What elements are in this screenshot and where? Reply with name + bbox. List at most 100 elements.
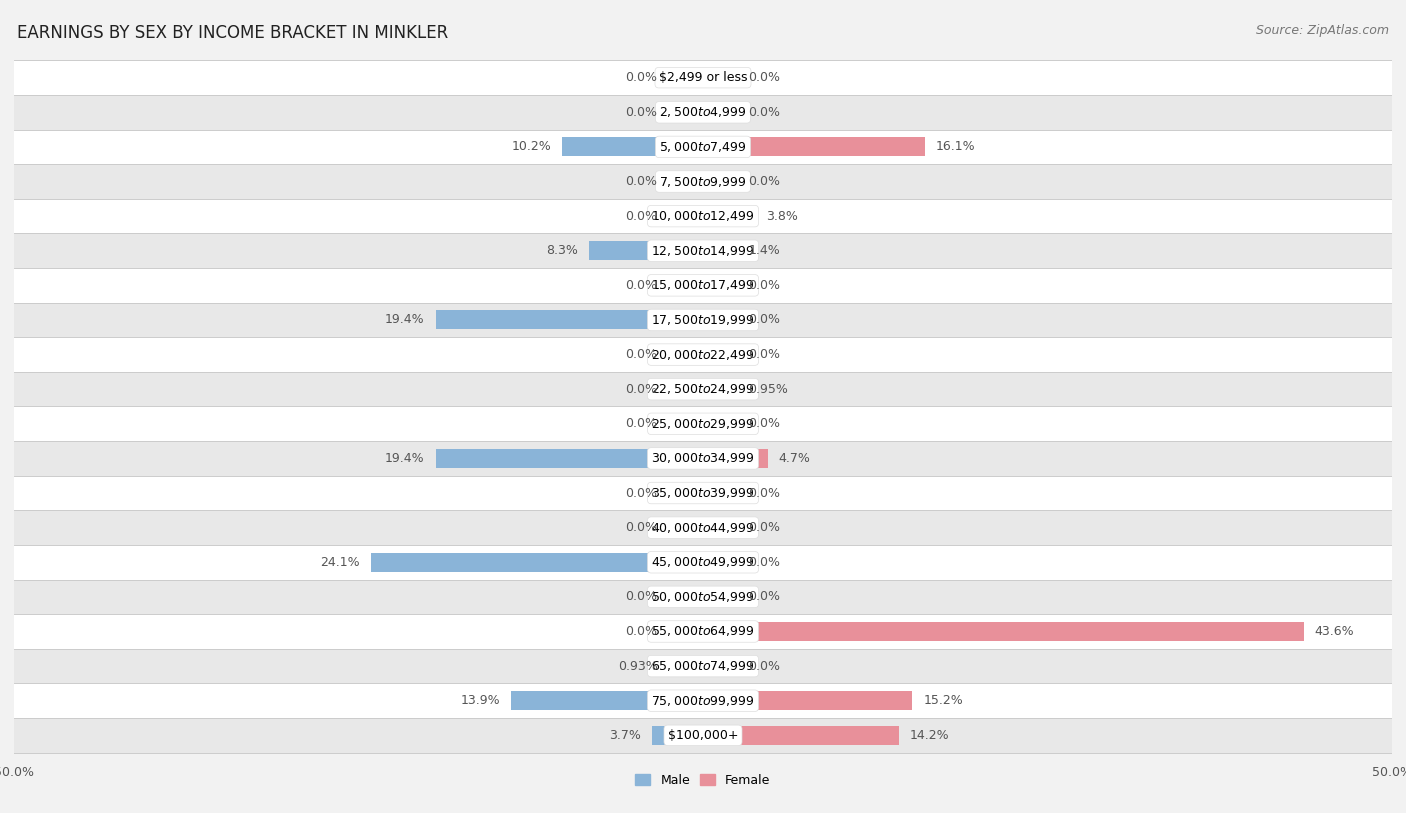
Text: $30,000 to $34,999: $30,000 to $34,999 bbox=[651, 451, 755, 465]
Text: $10,000 to $12,499: $10,000 to $12,499 bbox=[651, 209, 755, 223]
Text: $45,000 to $49,999: $45,000 to $49,999 bbox=[651, 555, 755, 569]
Text: 0.0%: 0.0% bbox=[748, 659, 780, 672]
Text: 0.0%: 0.0% bbox=[626, 210, 658, 223]
Text: Source: ZipAtlas.com: Source: ZipAtlas.com bbox=[1256, 24, 1389, 37]
Text: 19.4%: 19.4% bbox=[385, 314, 425, 327]
Bar bbox=[703, 726, 898, 745]
Text: 0.95%: 0.95% bbox=[748, 383, 789, 396]
Bar bbox=[14, 60, 1392, 95]
Bar bbox=[14, 718, 1392, 753]
Text: EARNINGS BY SEX BY INCOME BRACKET IN MINKLER: EARNINGS BY SEX BY INCOME BRACKET IN MIN… bbox=[17, 24, 449, 42]
Bar bbox=[669, 276, 703, 295]
Bar bbox=[14, 129, 1392, 164]
Text: 0.0%: 0.0% bbox=[748, 521, 780, 534]
Bar bbox=[703, 622, 1303, 641]
Text: $65,000 to $74,999: $65,000 to $74,999 bbox=[651, 659, 755, 673]
Text: 0.0%: 0.0% bbox=[626, 625, 658, 638]
Legend: Male, Female: Male, Female bbox=[630, 769, 776, 792]
Text: $22,500 to $24,999: $22,500 to $24,999 bbox=[651, 382, 755, 396]
Text: 0.0%: 0.0% bbox=[748, 417, 780, 430]
Text: 13.9%: 13.9% bbox=[461, 694, 501, 707]
Text: 8.3%: 8.3% bbox=[546, 244, 578, 257]
Bar bbox=[703, 449, 768, 468]
Bar bbox=[436, 449, 703, 468]
Text: 1.4%: 1.4% bbox=[748, 244, 780, 257]
Bar bbox=[669, 622, 703, 641]
Text: 0.0%: 0.0% bbox=[626, 106, 658, 119]
Bar bbox=[703, 484, 738, 502]
Bar bbox=[14, 476, 1392, 511]
Text: $17,500 to $19,999: $17,500 to $19,999 bbox=[651, 313, 755, 327]
Text: 0.0%: 0.0% bbox=[748, 556, 780, 569]
Text: 0.0%: 0.0% bbox=[748, 72, 780, 85]
Text: 15.2%: 15.2% bbox=[924, 694, 963, 707]
Bar bbox=[703, 172, 738, 191]
Bar bbox=[436, 311, 703, 329]
Bar bbox=[652, 726, 703, 745]
Text: $12,500 to $14,999: $12,500 to $14,999 bbox=[651, 244, 755, 258]
Bar bbox=[14, 199, 1392, 233]
Text: 14.2%: 14.2% bbox=[910, 728, 949, 741]
Bar bbox=[14, 302, 1392, 337]
Text: 10.2%: 10.2% bbox=[512, 141, 551, 154]
Bar bbox=[669, 415, 703, 433]
Text: $25,000 to $29,999: $25,000 to $29,999 bbox=[651, 417, 755, 431]
Text: 0.0%: 0.0% bbox=[626, 175, 658, 188]
Bar bbox=[669, 380, 703, 398]
Text: 3.7%: 3.7% bbox=[609, 728, 641, 741]
Bar bbox=[371, 553, 703, 572]
Bar bbox=[703, 276, 738, 295]
Text: $35,000 to $39,999: $35,000 to $39,999 bbox=[651, 486, 755, 500]
Text: 3.8%: 3.8% bbox=[766, 210, 799, 223]
Text: $55,000 to $64,999: $55,000 to $64,999 bbox=[651, 624, 755, 638]
Bar bbox=[703, 415, 738, 433]
Text: 0.0%: 0.0% bbox=[748, 348, 780, 361]
Text: 0.0%: 0.0% bbox=[748, 175, 780, 188]
Bar bbox=[14, 406, 1392, 441]
Bar bbox=[669, 657, 703, 676]
Bar bbox=[703, 380, 738, 398]
Text: 0.0%: 0.0% bbox=[748, 106, 780, 119]
Text: 16.1%: 16.1% bbox=[936, 141, 976, 154]
Bar bbox=[703, 691, 912, 711]
Bar bbox=[703, 241, 738, 260]
Bar bbox=[669, 518, 703, 537]
Bar bbox=[669, 207, 703, 226]
Text: $7,500 to $9,999: $7,500 to $9,999 bbox=[659, 175, 747, 189]
Bar bbox=[703, 207, 755, 226]
Text: $15,000 to $17,499: $15,000 to $17,499 bbox=[651, 278, 755, 293]
Text: 0.0%: 0.0% bbox=[626, 72, 658, 85]
Bar bbox=[512, 691, 703, 711]
Text: 0.0%: 0.0% bbox=[626, 486, 658, 499]
Text: $50,000 to $54,999: $50,000 to $54,999 bbox=[651, 590, 755, 604]
Text: 4.7%: 4.7% bbox=[779, 452, 811, 465]
Bar bbox=[703, 311, 738, 329]
Bar bbox=[14, 233, 1392, 268]
Bar bbox=[669, 587, 703, 606]
Bar bbox=[562, 137, 703, 156]
Bar bbox=[703, 657, 738, 676]
Bar bbox=[14, 580, 1392, 614]
Bar bbox=[14, 337, 1392, 372]
Text: $2,500 to $4,999: $2,500 to $4,999 bbox=[659, 106, 747, 120]
Bar bbox=[669, 484, 703, 502]
Bar bbox=[14, 511, 1392, 545]
Text: 0.0%: 0.0% bbox=[626, 279, 658, 292]
Text: $5,000 to $7,499: $5,000 to $7,499 bbox=[659, 140, 747, 154]
Bar bbox=[589, 241, 703, 260]
Bar bbox=[14, 614, 1392, 649]
Text: 0.0%: 0.0% bbox=[626, 417, 658, 430]
Bar bbox=[14, 545, 1392, 580]
Text: 0.0%: 0.0% bbox=[748, 279, 780, 292]
Bar bbox=[669, 68, 703, 87]
Text: 0.0%: 0.0% bbox=[748, 590, 780, 603]
Bar bbox=[703, 518, 738, 537]
Text: 0.0%: 0.0% bbox=[748, 314, 780, 327]
Bar bbox=[703, 102, 738, 122]
Text: 0.0%: 0.0% bbox=[626, 348, 658, 361]
Text: $75,000 to $99,999: $75,000 to $99,999 bbox=[651, 693, 755, 707]
Text: $20,000 to $22,499: $20,000 to $22,499 bbox=[651, 348, 755, 362]
Bar bbox=[14, 441, 1392, 476]
Bar bbox=[703, 68, 738, 87]
Bar bbox=[703, 553, 738, 572]
